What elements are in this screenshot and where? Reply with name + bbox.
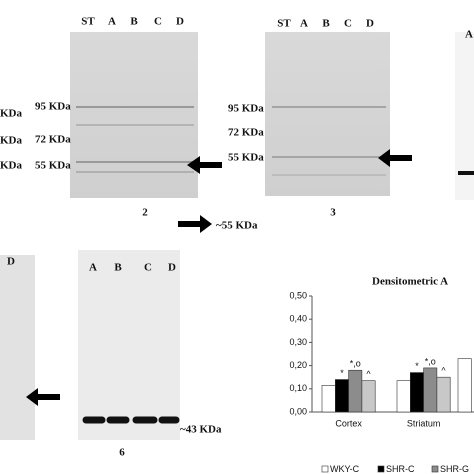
- lane-label: A: [465, 29, 473, 41]
- bar: [396, 380, 411, 413]
- kda-label: ~55 KDa: [216, 220, 258, 232]
- kda-label: 72 KDa: [35, 134, 71, 146]
- lane-label: D: [366, 18, 374, 30]
- legend-swatch: [377, 465, 385, 473]
- y-tick-label: 0,50: [289, 290, 307, 300]
- y-tick-label: 0,00: [289, 406, 307, 416]
- kda-label: 95 KDa: [35, 101, 71, 113]
- bar: [348, 369, 363, 413]
- bar: [361, 380, 376, 413]
- kda-label: 72 KDa: [228, 127, 264, 139]
- lane-label: A: [108, 16, 116, 28]
- y-tick-label: 0,10: [289, 383, 307, 393]
- arrows: [26, 149, 412, 406]
- annotation: *,o: [350, 359, 361, 369]
- blot-image: [265, 32, 390, 196]
- annotation: *: [340, 368, 344, 378]
- lane-label: C: [154, 16, 162, 28]
- legend-swatch: [321, 465, 329, 473]
- chart-title: Densitometric A: [372, 276, 448, 288]
- annotation: *,o: [425, 356, 436, 366]
- blot-bands: [272, 106, 386, 176]
- lane-label: B: [114, 262, 122, 274]
- bar: [334, 379, 349, 413]
- blot-bands: [76, 106, 194, 173]
- lane-label: D: [168, 262, 176, 274]
- panel-label: 2: [142, 207, 148, 219]
- legend-label: SHR-G: [440, 464, 469, 474]
- lane-label: ST: [81, 16, 95, 28]
- bar: [457, 358, 472, 413]
- kda-label: KDa: [0, 160, 23, 172]
- x-tick-label: Cortex: [335, 418, 362, 428]
- lane-label: C: [144, 262, 152, 274]
- annotation: *: [415, 361, 419, 371]
- kda-label: KDa: [0, 135, 23, 147]
- kda-label: KDa: [0, 108, 23, 120]
- lane-label: ST: [277, 18, 291, 30]
- legend-label: WKY-C: [330, 464, 360, 474]
- blot-image: [0, 255, 35, 440]
- lane-label: A: [89, 262, 97, 274]
- lane-label: D: [7, 256, 15, 268]
- bar: [409, 372, 424, 413]
- y-tick-label: 0,20: [289, 360, 307, 370]
- legend-label: SHR-C: [386, 464, 415, 474]
- bar: [321, 385, 336, 413]
- kda-label: ~43 KDa: [180, 424, 222, 436]
- blot-image: [70, 32, 198, 198]
- lane-label: B: [130, 16, 138, 28]
- blot-image: [455, 32, 474, 200]
- kda-label: 95 KDa: [228, 103, 264, 115]
- y-tick-label: 0,30: [289, 337, 307, 347]
- lane-label: A: [300, 18, 308, 30]
- bar: [423, 367, 438, 413]
- bar: [436, 376, 451, 413]
- lane-label: D: [176, 16, 184, 28]
- panel-label: 3: [330, 207, 336, 219]
- lane-label: B: [322, 18, 330, 30]
- legend-swatch: [431, 465, 439, 473]
- y-tick-label: 0,40: [289, 314, 307, 324]
- x-tick-label: Striatum: [407, 418, 441, 428]
- kda-label: 55 KDa: [35, 160, 71, 172]
- panel-label: 6: [119, 447, 125, 459]
- annotation: ^: [366, 369, 371, 379]
- annotation: ^: [441, 366, 446, 376]
- lane-label: C: [344, 18, 352, 30]
- kda-label: 55 KDa: [228, 152, 264, 164]
- blot-image: [78, 250, 180, 440]
